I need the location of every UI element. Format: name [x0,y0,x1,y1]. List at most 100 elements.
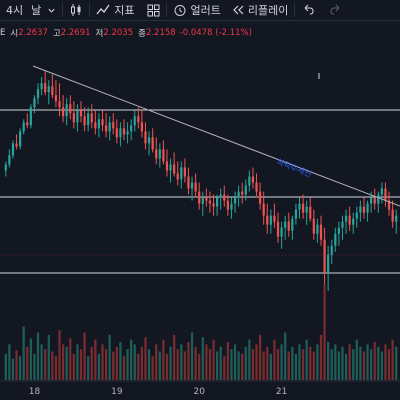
volume-bar [137,353,140,380]
candle-body [205,197,208,201]
candle-body [130,125,133,132]
volume-bar [362,351,366,380]
candle [373,188,376,210]
volume-bar [144,337,147,380]
candle-body [183,167,186,177]
candle [54,80,58,108]
indicators-button[interactable]: 지표 [96,0,135,20]
candle-body [258,191,262,204]
candle-body [87,113,90,126]
volume-bar [391,339,394,380]
volume-bar [341,346,344,380]
candle [205,188,208,207]
volume-bar [112,351,115,380]
candle-body [40,83,43,90]
timeframe-selector[interactable]: 4시 [6,0,23,20]
candle-body [276,221,280,237]
candle-body [155,149,158,159]
candle-body [187,176,190,189]
candle-body [237,191,240,198]
candle-body [330,245,333,255]
candle [280,221,283,249]
undo-icon[interactable] [301,0,315,20]
candle-body [380,188,383,195]
downtrend-line[interactable] [32,65,400,207]
candle-body [76,110,79,123]
toolbar-divider [294,3,296,17]
candle-body [327,254,330,273]
volume-bar [194,346,197,380]
candle-body [144,131,147,144]
volume-bar [370,349,373,380]
volume-bar [133,344,136,380]
candle [362,197,366,219]
volume-bar [205,344,208,380]
volume-bar [54,356,58,380]
day-timeframe[interactable]: 날 [31,0,41,20]
candle-body [44,83,47,93]
alert-button[interactable]: 얼러트 [173,0,221,20]
candle-body [223,194,226,201]
candle [122,119,126,141]
candle-body [22,122,25,132]
candle-body [201,197,204,204]
candle-body [208,200,212,204]
candle-body [305,206,308,213]
candle-body [8,155,11,165]
candle-body [26,122,29,126]
volume-bar [119,342,122,380]
candle [276,212,280,243]
volume-bar [244,346,247,380]
candle [94,110,97,135]
candle [51,74,54,99]
candlestick-type-icon[interactable] [69,0,83,20]
volume-bar [226,342,229,380]
candle-body [251,176,255,183]
candle-body [151,137,154,150]
redo-icon[interactable] [329,0,343,20]
candle [216,194,219,216]
candle-body [65,104,68,117]
volume-bar [330,349,333,380]
candle [330,239,333,264]
volume-bar [327,342,330,380]
volume-bar [183,351,186,380]
candle [173,152,176,177]
trendline-label: 하락추세선 [275,157,313,180]
candle-body [162,149,165,162]
candle-body [359,206,362,213]
chevron-down-icon[interactable] [47,0,56,20]
candle [201,191,204,216]
candle [69,95,72,120]
volume-bar [219,346,222,380]
candle [287,212,290,237]
candle-body [362,206,366,213]
candle [391,200,394,228]
candle [366,200,369,222]
rewind-icon [233,5,244,15]
volume-bar [284,332,287,380]
replay-button[interactable]: 리플레이 [231,0,288,20]
volume-bar [26,346,29,380]
candle [65,98,68,126]
volume-bar [280,344,283,380]
volume-bar [344,353,348,380]
volume-bar [44,349,47,380]
close-key: 종 [138,29,146,39]
volume-bar [276,349,280,380]
high-value: 2.2691 [60,28,91,38]
toolbar-divider [165,3,167,17]
volume-bar [241,353,244,380]
candle-body [90,113,93,123]
volume-bar [377,346,380,380]
candle [115,119,118,144]
candle [219,188,222,210]
candle-body [316,224,319,234]
candle [248,170,251,192]
candle-body [180,167,183,180]
candles [4,71,398,291]
candle-body [11,143,15,156]
layout-grid-icon[interactable] [147,0,160,20]
candle [126,122,129,144]
